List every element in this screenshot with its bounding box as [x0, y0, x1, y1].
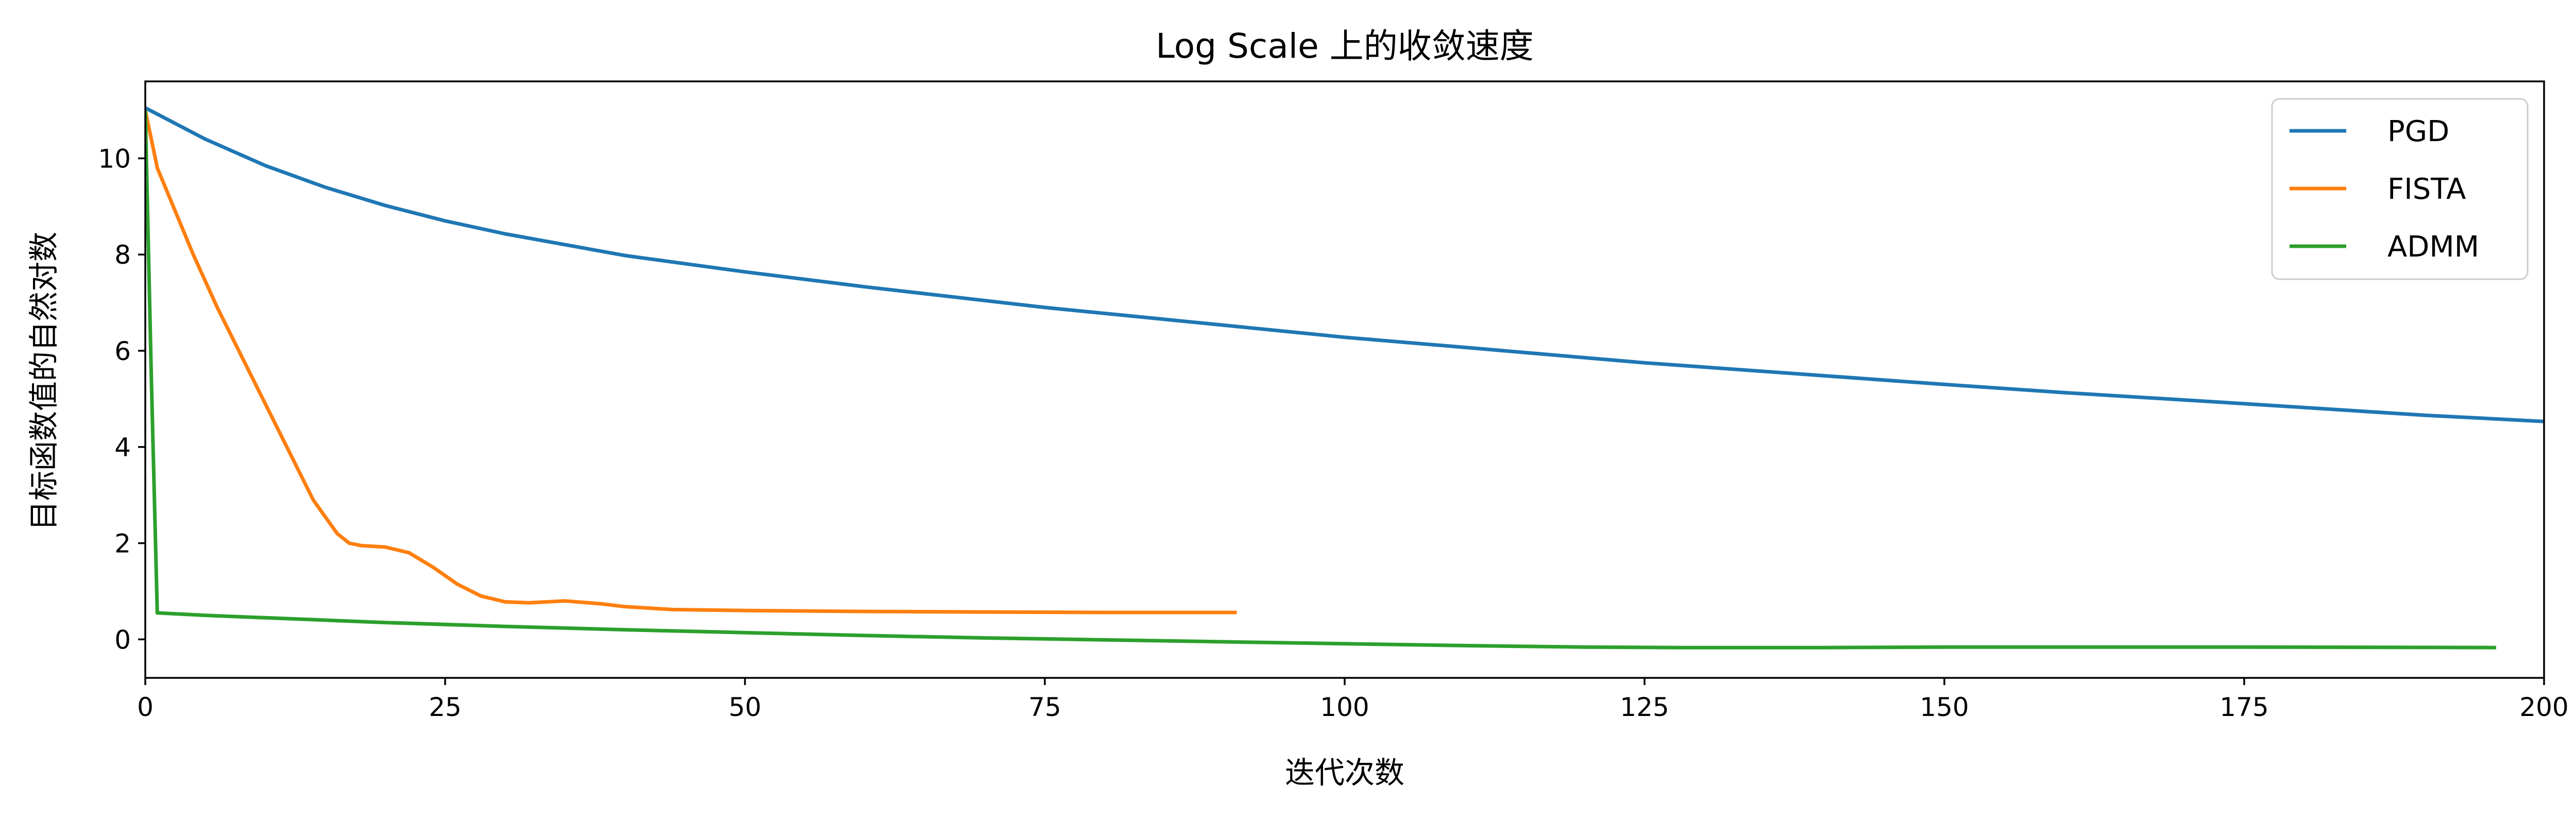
x-tick-label: 75 — [1028, 692, 1061, 722]
legend-box — [2271, 98, 2529, 280]
y-tick-label: 2 — [114, 529, 131, 559]
y-tick-label: 10 — [98, 144, 131, 174]
y-tick-label: 4 — [114, 433, 131, 463]
x-axis-title: 迭代次数 — [1285, 755, 1404, 790]
x-tick-label: 25 — [429, 692, 462, 722]
plot-frame — [144, 80, 2545, 679]
y-axis-title: 目标函数值的自然对数 — [26, 232, 61, 531]
chart-title: Log Scale 上的收敛速度 — [1156, 26, 1533, 66]
plot-area: 0 25 50 75 100 125 150 175 200 0 2 4 6 8 10 PGD FISTA ADM… — [98, 80, 2569, 722]
legend-label-fista: FISTA — [2387, 173, 2466, 206]
series-line-pgd — [145, 106, 2544, 423]
x-tick-label: 175 — [2219, 692, 2268, 722]
x-tick-label: 100 — [1320, 692, 1369, 722]
y-tick-label: 8 — [114, 240, 131, 270]
series-line-admm — [145, 110, 2496, 650]
x-tick-label: 0 — [137, 692, 154, 722]
x-tick-label: 125 — [1620, 692, 1669, 722]
legend-label-admm: ADMM — [2387, 230, 2479, 264]
y-tick-label: 6 — [114, 336, 131, 366]
x-tick-label: 150 — [1920, 692, 1969, 722]
series-line-fista — [145, 110, 1237, 615]
y-tick-label: 0 — [114, 625, 131, 655]
legend-label-pgd: PGD — [2387, 115, 2449, 148]
x-tick-label: 200 — [2519, 692, 2568, 722]
x-tick-label: 50 — [728, 692, 761, 722]
legend: PGD FISTA ADMM — [2271, 98, 2529, 280]
